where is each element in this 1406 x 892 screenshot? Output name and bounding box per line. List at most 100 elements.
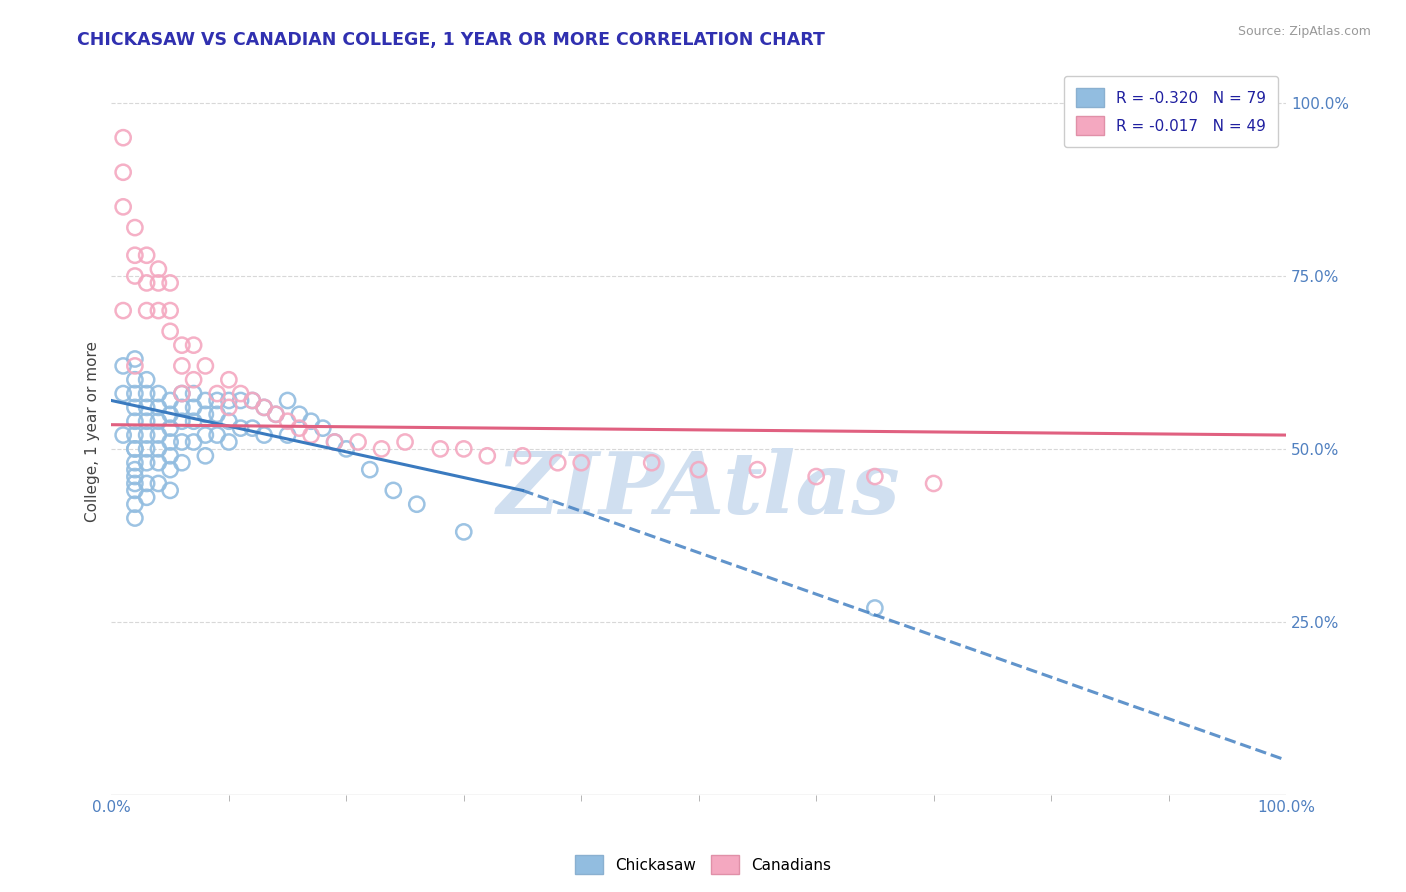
Point	[405, 497, 427, 511]
Legend: Chickasaw, Canadians: Chickasaw, Canadians	[569, 849, 837, 880]
Point	[253, 401, 276, 415]
Point	[205, 407, 228, 421]
Point	[159, 449, 181, 463]
Point	[148, 414, 170, 428]
Y-axis label: College, 1 year or more: College, 1 year or more	[86, 341, 100, 522]
Point	[170, 338, 193, 352]
Point	[277, 393, 299, 408]
Point	[453, 524, 475, 539]
Point	[124, 483, 146, 498]
Point	[453, 442, 475, 456]
Point	[264, 407, 287, 421]
Point	[148, 386, 170, 401]
Point	[124, 469, 146, 483]
Point	[277, 428, 299, 442]
Point	[170, 414, 193, 428]
Point	[170, 401, 193, 415]
Point	[288, 407, 311, 421]
Point	[218, 434, 240, 449]
Point	[170, 386, 193, 401]
Point	[148, 303, 170, 318]
Point	[124, 511, 146, 525]
Point	[124, 442, 146, 456]
Point	[205, 386, 228, 401]
Point	[124, 497, 146, 511]
Point	[747, 463, 769, 477]
Point	[159, 407, 181, 421]
Point	[159, 276, 181, 290]
Point	[148, 276, 170, 290]
Point	[135, 491, 157, 505]
Point	[183, 401, 205, 415]
Point	[253, 428, 276, 442]
Point	[124, 401, 146, 415]
Point	[135, 442, 157, 456]
Point	[218, 401, 240, 415]
Point	[194, 407, 217, 421]
Point	[159, 393, 181, 408]
Point	[205, 393, 228, 408]
Point	[112, 428, 135, 442]
Point	[148, 401, 170, 415]
Point	[148, 262, 170, 277]
Point	[112, 359, 135, 373]
Point	[135, 428, 157, 442]
Point	[370, 442, 392, 456]
Point	[863, 601, 886, 615]
Point	[512, 449, 534, 463]
Text: CHICKASAW VS CANADIAN COLLEGE, 1 YEAR OR MORE CORRELATION CHART: CHICKASAW VS CANADIAN COLLEGE, 1 YEAR OR…	[77, 31, 825, 49]
Point	[218, 393, 240, 408]
Point	[124, 373, 146, 387]
Point	[124, 442, 146, 456]
Point	[288, 421, 311, 435]
Point	[394, 434, 416, 449]
Point	[229, 393, 252, 408]
Point	[124, 476, 146, 491]
Text: Source: ZipAtlas.com: Source: ZipAtlas.com	[1237, 25, 1371, 38]
Point	[124, 463, 146, 477]
Point	[547, 456, 569, 470]
Point	[135, 401, 157, 415]
Point	[347, 434, 370, 449]
Point	[170, 456, 193, 470]
Point	[194, 359, 217, 373]
Point	[159, 303, 181, 318]
Point	[240, 393, 263, 408]
Point	[229, 421, 252, 435]
Point	[135, 386, 157, 401]
Point	[112, 386, 135, 401]
Point	[159, 324, 181, 338]
Point	[148, 476, 170, 491]
Point	[135, 476, 157, 491]
Point	[323, 434, 346, 449]
Point	[183, 414, 205, 428]
Point	[218, 414, 240, 428]
Point	[124, 456, 146, 470]
Point	[429, 442, 451, 456]
Point	[159, 434, 181, 449]
Point	[135, 248, 157, 262]
Point	[170, 434, 193, 449]
Point	[124, 351, 146, 366]
Point	[124, 248, 146, 262]
Point	[170, 386, 193, 401]
Point	[183, 373, 205, 387]
Point	[569, 456, 592, 470]
Point	[477, 449, 499, 463]
Point	[299, 414, 322, 428]
Point	[159, 483, 181, 498]
Point	[359, 463, 381, 477]
Point	[335, 442, 357, 456]
Point	[148, 442, 170, 456]
Point	[112, 165, 135, 179]
Text: ZIPAtlas: ZIPAtlas	[496, 448, 901, 532]
Point	[124, 386, 146, 401]
Point	[194, 393, 217, 408]
Point	[323, 434, 346, 449]
Point	[299, 428, 322, 442]
Point	[135, 373, 157, 387]
Point	[112, 303, 135, 318]
Point	[183, 434, 205, 449]
Point	[218, 373, 240, 387]
Point	[253, 401, 276, 415]
